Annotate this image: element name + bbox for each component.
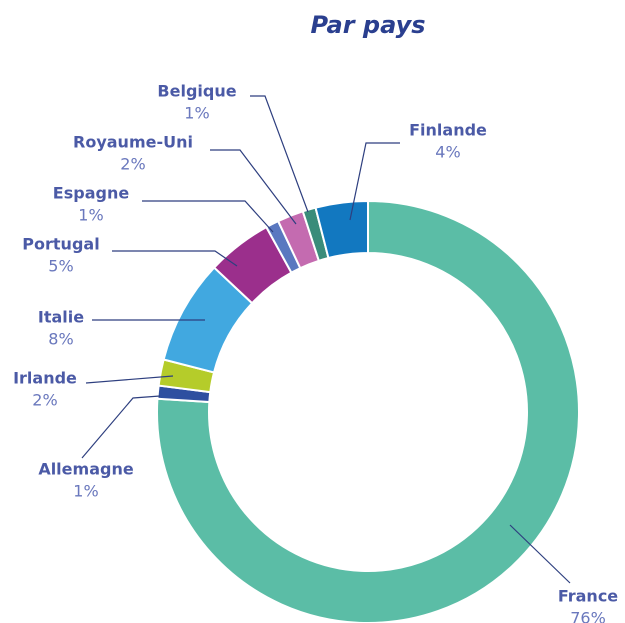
slice-value: 8%	[48, 330, 73, 349]
leader-line	[85, 375, 174, 384]
slice-value: 76%	[570, 609, 606, 623]
slice-name: Allemagne	[38, 460, 134, 479]
donut-slice	[314, 199, 369, 260]
slice-value: 1%	[73, 482, 98, 501]
leader-line	[142, 200, 274, 233]
slice-name: France	[558, 587, 618, 606]
chart-title: Par pays	[310, 11, 425, 39]
slice-value: 2%	[120, 155, 145, 174]
slice-value: 2%	[32, 391, 57, 410]
leader-line	[349, 142, 400, 221]
leader-line	[112, 250, 238, 267]
leader-line	[210, 149, 297, 225]
slice-value: 1%	[78, 206, 103, 225]
slice-name: Italie	[38, 308, 84, 327]
slice-name: Belgique	[157, 82, 236, 101]
leader-line	[250, 95, 309, 213]
donut-slice	[156, 199, 580, 623]
slice-value: 1%	[184, 104, 209, 123]
leader-line	[509, 524, 571, 584]
slice-name: Espagne	[53, 184, 130, 203]
slice-value: 5%	[48, 257, 73, 276]
slice-name: Finlande	[409, 121, 487, 140]
slice-name: Portugal	[22, 235, 99, 254]
slice-name: Irlande	[13, 369, 77, 388]
slice-name: Royaume-Uni	[73, 133, 193, 152]
leader-line	[81, 395, 161, 459]
slice-value: 4%	[435, 143, 460, 162]
